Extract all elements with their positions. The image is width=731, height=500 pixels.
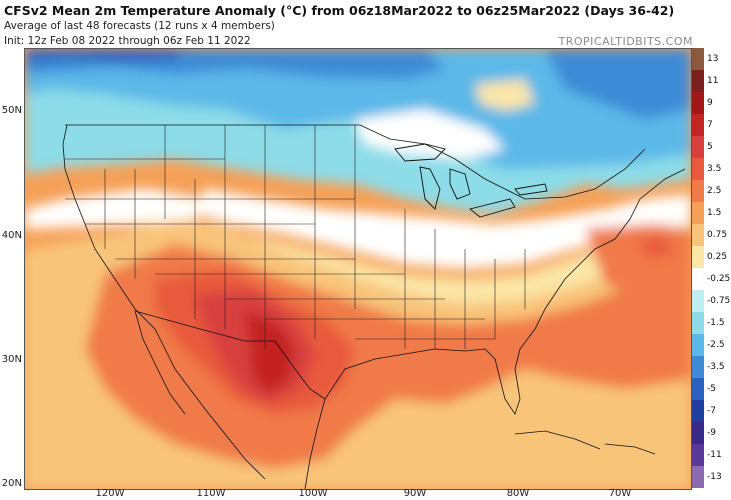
colorbar-step: -3.5 [692,356,731,378]
colorbar-label: -0.75 [707,296,731,306]
us-mexico-border [134,310,326,400]
colorbar-swatch [692,268,704,290]
lake-superior [394,143,446,162]
hispaniola-coastline [604,443,656,455]
colorbar-legend: 13 11 9 7 5 3.5 2.5 1.5 0.75 0.25 -0.25 -0.75 -1.5 -2… [692,48,731,488]
colorbar-swatch [692,158,704,180]
colorbar-step: 7 [692,114,731,136]
colorbar-swatch [692,444,704,466]
lon-label-80w: 80W [506,488,530,499]
lon-label-100w: 100W [298,488,328,499]
colorbar-label: 2.5 [707,186,722,196]
colorbar-step: 13 [692,48,731,70]
colorbar-label: -11 [707,450,722,460]
colorbar-swatch [692,70,704,92]
colorbar-label: -7 [707,406,716,416]
lake-huron [449,168,471,200]
colorbar-swatch [692,334,704,356]
lon-label-90w: 90W [403,488,427,499]
lon-label-120w: 120W [95,488,125,499]
colorbar-swatch [692,466,704,488]
colorbar-label: 5 [707,142,713,152]
anomaly-map-svg [25,49,691,489]
brand-watermark: TROPICALTIDBITS.COM [558,35,693,48]
colorbar-label: -2.5 [707,340,725,350]
colorbar-step: -11 [692,444,731,466]
colorbar-label: -1.5 [707,318,725,328]
colorbar-label: 3.5 [707,164,722,174]
colorbar-label: 9 [707,98,713,108]
lon-label-70w: 70W [608,488,632,499]
colorbar-swatch [692,400,704,422]
map-subtitle-init: Init: 12z Feb 08 2022 through 06z Feb 11… [4,35,251,47]
anomaly-map [24,48,692,490]
anomaly-field [25,49,691,489]
colorbar-swatch [692,202,704,224]
colorbar-label: 7 [707,120,713,130]
colorbar-step: -2.5 [692,334,731,356]
colorbar-label: -3.5 [707,362,725,372]
colorbar-label: -0.25 [707,274,731,284]
colorbar-swatch [692,422,704,444]
colorbar-swatch [692,356,704,378]
map-title: CFSv2 Mean 2m Temperature Anomaly (°C) f… [4,3,675,18]
cuba-coastline [514,430,601,450]
colorbar-swatch [692,290,704,312]
colorbar-step: 3.5 [692,158,731,180]
colorbar-swatch [692,48,704,70]
lat-label-50n: 50N [1,105,22,116]
colorbar-swatch [692,312,704,334]
colorbar-label: 11 [707,76,719,86]
colorbar-label: -9 [707,428,716,438]
colorbar-step: 0.75 [692,224,731,246]
lon-label-110w: 110W [196,488,226,499]
colorbar-label: 13 [707,54,719,64]
lat-label-40n: 40N [1,230,22,241]
colorbar-label: 0.75 [707,230,728,240]
us-canada-border [65,124,646,200]
colorbar-step: -0.25 [692,268,731,290]
pacific-coastline [62,124,266,480]
colorbar-swatch [692,92,704,114]
colorbar-step: 1.5 [692,202,731,224]
mexico-gulf-coastline [304,398,326,489]
state-lines-east [404,209,526,349]
colorbar-step: 11 [692,70,731,92]
colorbar-step: -1.5 [692,312,731,334]
baja-coastline [134,310,186,415]
colorbar-step: 9 [692,92,731,114]
colorbar-step: -5 [692,378,731,400]
colorbar-swatch [692,378,704,400]
colorbar-step: 0.25 [692,246,731,268]
colorbar-label: 0.25 [707,252,728,262]
lake-ontario [514,183,548,196]
colorbar-swatch [692,246,704,268]
colorbar-step: 5 [692,136,731,158]
colorbar-swatch [692,136,704,158]
lake-erie [469,198,516,218]
map-boundaries [62,124,686,489]
colorbar-step: -13 [692,466,731,488]
colorbar-label: -5 [707,384,716,394]
colorbar-swatch [692,114,704,136]
colorbar-step: -9 [692,422,731,444]
colorbar-label: -13 [707,472,722,482]
colorbar-label: 1.5 [707,208,722,218]
state-lines-horizontal [65,158,495,340]
lake-michigan [419,166,441,210]
map-subtitle-forecasts: Average of last 48 forecasts (12 runs x … [4,20,275,32]
colorbar-swatch [692,224,704,246]
colorbar-swatch [692,180,704,202]
lat-label-20n: 20N [1,478,22,489]
colorbar-step: -7 [692,400,731,422]
colorbar-step: 2.5 [692,180,731,202]
lat-label-30n: 30N [1,354,22,365]
colorbar-step: -0.75 [692,290,731,312]
